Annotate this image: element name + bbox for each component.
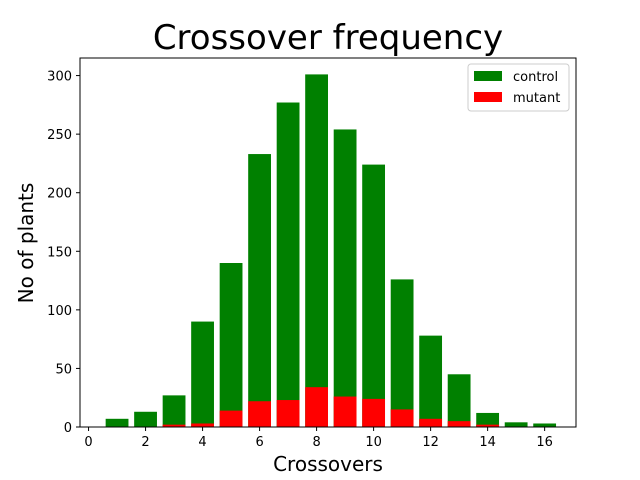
bar-mutant-5 bbox=[219, 410, 243, 427]
series-control bbox=[105, 74, 557, 428]
y-tick-label: 100 bbox=[47, 304, 72, 319]
bar-control-2 bbox=[134, 411, 157, 427]
bar-control-15 bbox=[504, 422, 528, 427]
x-tick-label: 12 bbox=[422, 435, 439, 450]
bar-control-4 bbox=[191, 321, 214, 427]
bar-control-9 bbox=[333, 129, 357, 427]
legend-label-mutant: mutant bbox=[513, 91, 560, 106]
legend-label-control: control bbox=[513, 70, 558, 85]
x-axis-label: Crossovers bbox=[273, 452, 383, 476]
y-tick-label: 50 bbox=[55, 362, 72, 377]
y-tick-label: 0 bbox=[64, 421, 72, 436]
bar-control-7 bbox=[276, 102, 300, 427]
x-tick-label: 2 bbox=[141, 435, 149, 450]
bar-mutant-13 bbox=[447, 421, 471, 427]
legend-swatch-mutant bbox=[474, 92, 502, 102]
bar-mutant-12 bbox=[419, 418, 443, 427]
x-tick-label: 6 bbox=[255, 435, 263, 450]
y-tick-label: 150 bbox=[47, 245, 72, 260]
y-axis-label: No of plants bbox=[14, 183, 38, 304]
plot-frame bbox=[79, 57, 577, 428]
bar-control-11 bbox=[390, 279, 414, 427]
x-tick-label: 10 bbox=[365, 435, 382, 450]
bar-mutant-11 bbox=[390, 409, 414, 427]
bar-control-5 bbox=[219, 263, 243, 427]
bar-mutant-4 bbox=[191, 423, 214, 427]
bar-control-6 bbox=[248, 154, 271, 428]
x-tick-label: 4 bbox=[198, 435, 206, 450]
series-mutant bbox=[162, 387, 500, 427]
bar-control-10 bbox=[362, 164, 386, 427]
bar-control-3 bbox=[162, 395, 186, 427]
legend-swatch-control bbox=[474, 71, 502, 81]
bar-mutant-6 bbox=[248, 401, 271, 427]
bar-control-12 bbox=[419, 335, 443, 427]
legend: control mutant bbox=[467, 63, 570, 112]
y-tick-label: 250 bbox=[47, 128, 72, 143]
chart-title: Crossover frequency bbox=[153, 18, 503, 58]
y-tick-label: 300 bbox=[47, 70, 72, 85]
bar-mutant-14 bbox=[476, 424, 500, 427]
bar-control-13 bbox=[447, 374, 471, 427]
bars-layer bbox=[105, 74, 557, 428]
bar-control-16 bbox=[533, 423, 557, 427]
y-tick-label: 200 bbox=[47, 187, 72, 202]
bar-mutant-8 bbox=[305, 387, 328, 427]
x-tick-label: 14 bbox=[479, 435, 496, 450]
axes-layer: 0 2 4 6 8 10 12 14 16 0 50 100 150 200 250 300 bbox=[47, 57, 577, 450]
bar-control-14 bbox=[476, 412, 500, 427]
bar-control-8 bbox=[305, 74, 328, 428]
bar-mutant-7 bbox=[276, 400, 300, 427]
x-tick-label: 8 bbox=[312, 435, 320, 450]
bar-mutant-9 bbox=[333, 396, 357, 427]
bar-mutant-10 bbox=[362, 398, 386, 427]
x-tick-label: 16 bbox=[536, 435, 553, 450]
x-tick-label: 0 bbox=[84, 435, 92, 450]
bar-mutant-3 bbox=[162, 424, 186, 427]
bar-control-1 bbox=[105, 418, 129, 427]
